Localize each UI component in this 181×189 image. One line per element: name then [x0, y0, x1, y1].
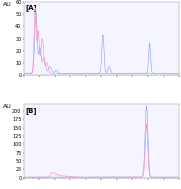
Text: [A]: [A] — [25, 4, 37, 11]
Text: AU: AU — [3, 2, 12, 7]
Text: [B]: [B] — [25, 107, 37, 114]
Text: AU: AU — [3, 105, 12, 109]
